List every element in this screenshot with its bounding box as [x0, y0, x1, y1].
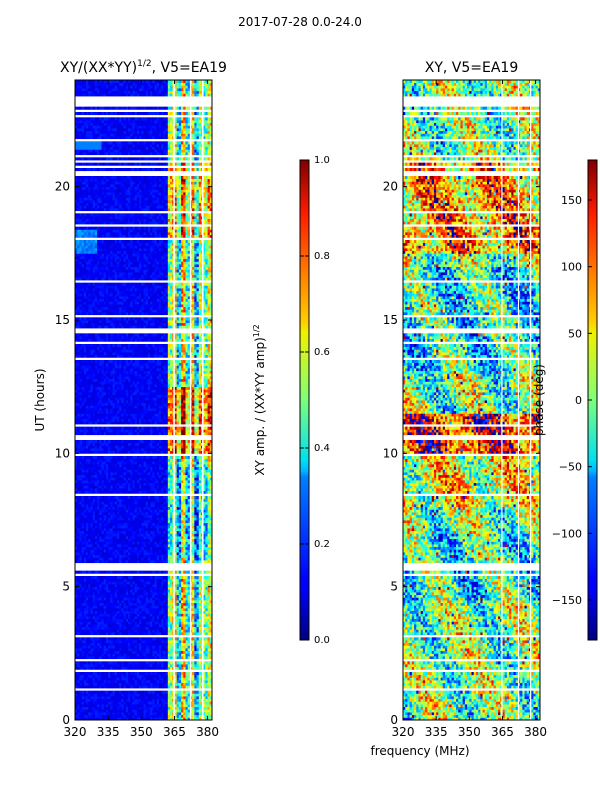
y-tick-label: 20 — [383, 180, 398, 194]
x-tick-label: 380 — [524, 725, 547, 739]
phase-colorbar-label: phase (deg) — [532, 364, 546, 436]
y-tick-label: 0 — [390, 713, 398, 727]
x-axis-label: frequency (MHz) — [320, 744, 520, 758]
x-tick-label: 365 — [163, 725, 186, 739]
colorbar-tick-label: 0 — [575, 394, 582, 407]
x-tick-label: 350 — [458, 725, 481, 739]
colorbar-tick-label: −50 — [559, 461, 582, 474]
x-tick-label: 320 — [392, 725, 415, 739]
x-tick-label: 320 — [64, 725, 87, 739]
y-tick-label: 15 — [55, 313, 70, 327]
y-tick-label: 10 — [383, 446, 398, 460]
right-axes-ticks: 320 335 350 365 380 0 5 10 15 20 — [383, 80, 547, 739]
right-plot-frame — [402, 79, 541, 721]
colorbar-tick-label: 0.0 — [314, 635, 330, 646]
phase-colorbar-ticks: −150 −100 −50 0 50 100 150 — [552, 194, 592, 607]
x-tick-label: 335 — [97, 725, 120, 739]
y-tick-label: 5 — [390, 580, 398, 594]
colorbar-tick-label: 100 — [561, 261, 582, 274]
colorbar-tick-label: 1.0 — [314, 155, 330, 166]
left-plot-title: XY/(XX*YY)1/2, V5=EA19 — [60, 59, 227, 76]
y-tick-label: 5 — [62, 580, 70, 594]
x-tick-label: 380 — [196, 725, 219, 739]
right-plot-title: XY, V5=EA19 — [425, 60, 519, 76]
figure-suptitle: 2017-07-28 0.0-24.0 — [0, 15, 600, 29]
y-tick-label: 0 — [62, 713, 70, 727]
colorbar-tick-label: 150 — [561, 194, 582, 207]
y-tick-label: 10 — [55, 446, 70, 460]
colorbar-tick-label: 50 — [568, 327, 582, 340]
amp-colorbar-ticks: 0.0 0.2 0.4 0.6 0.8 1.0 — [300, 155, 330, 646]
y-tick-label: 15 — [383, 313, 398, 327]
amp-colorbar-label: XY amp. / (XX*YY amp)1/2 — [252, 324, 267, 475]
colorbar-tick-label: 0.2 — [314, 539, 330, 550]
x-tick-label: 335 — [425, 725, 448, 739]
colorbar-tick-label: 0.6 — [314, 347, 330, 358]
colorbar-tick-label: 0.8 — [314, 251, 330, 262]
left-plot-frame — [74, 79, 213, 721]
y-tick-label: 20 — [55, 180, 70, 194]
x-tick-label: 365 — [491, 725, 514, 739]
colorbar-tick-label: 0.4 — [314, 443, 330, 454]
colorbar-tick-label: −150 — [552, 594, 582, 607]
left-axes-ticks: 320 335 350 365 380 0 5 10 15 20 — [55, 80, 219, 739]
x-tick-label: 350 — [130, 725, 153, 739]
right-heatmap — [403, 80, 540, 720]
left-heatmap — [75, 80, 212, 720]
y-axis-label: UT (hours) — [33, 368, 47, 431]
colorbar-tick-label: −100 — [552, 527, 582, 540]
amp-colorbar — [299, 159, 310, 641]
